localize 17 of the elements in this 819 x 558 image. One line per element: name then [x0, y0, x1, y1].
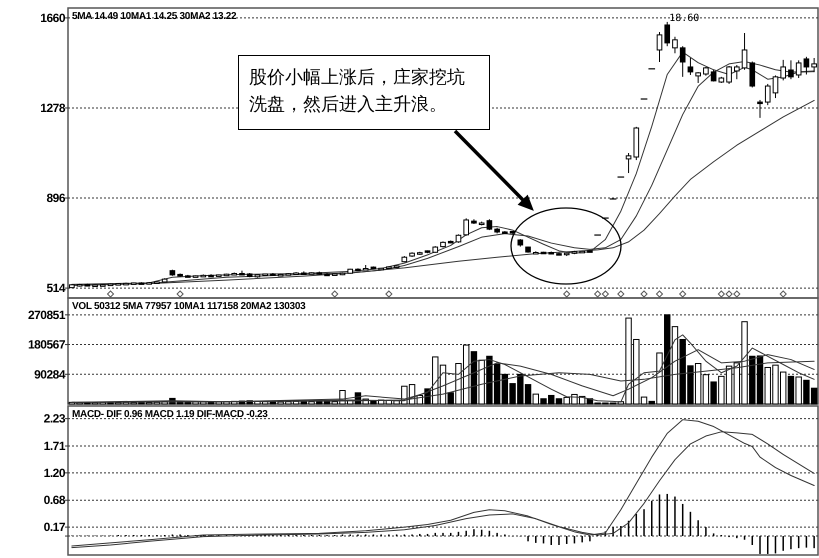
y-tick-label: 896	[46, 191, 66, 206]
y-tick-label: 1.20	[44, 466, 66, 480]
y-tick-label: 270851	[28, 308, 66, 322]
annotation: 股价小幅上涨后，庄家挖坑洗盘，然后进入主升浪。	[238, 55, 490, 130]
chart-title: MACD- DIF 0.96 MACD 1.19 DIF-MACD -0.23	[72, 409, 268, 420]
y-tick-label: 1278	[40, 100, 66, 115]
y-tick-label: 2.23	[44, 412, 66, 426]
y-tick-label: 0.17	[44, 520, 66, 534]
y-tick-label: 90284	[34, 367, 66, 382]
chart-title: VOL 50312 5MA 77957 10MA1 117158 20MA2 130303	[72, 301, 306, 312]
chart-title: 5MA 14.49 10MA1 14.25 30MA2 13.22	[72, 11, 238, 22]
y-tick-label: 1660	[40, 10, 66, 25]
y-tick-label: 180567	[28, 338, 66, 352]
annotation: 18.60	[669, 12, 700, 24]
y-tick-label: 514	[46, 281, 66, 296]
y-tick-label: 0.68	[44, 493, 66, 508]
y-tick-label: 1.71	[44, 439, 66, 454]
